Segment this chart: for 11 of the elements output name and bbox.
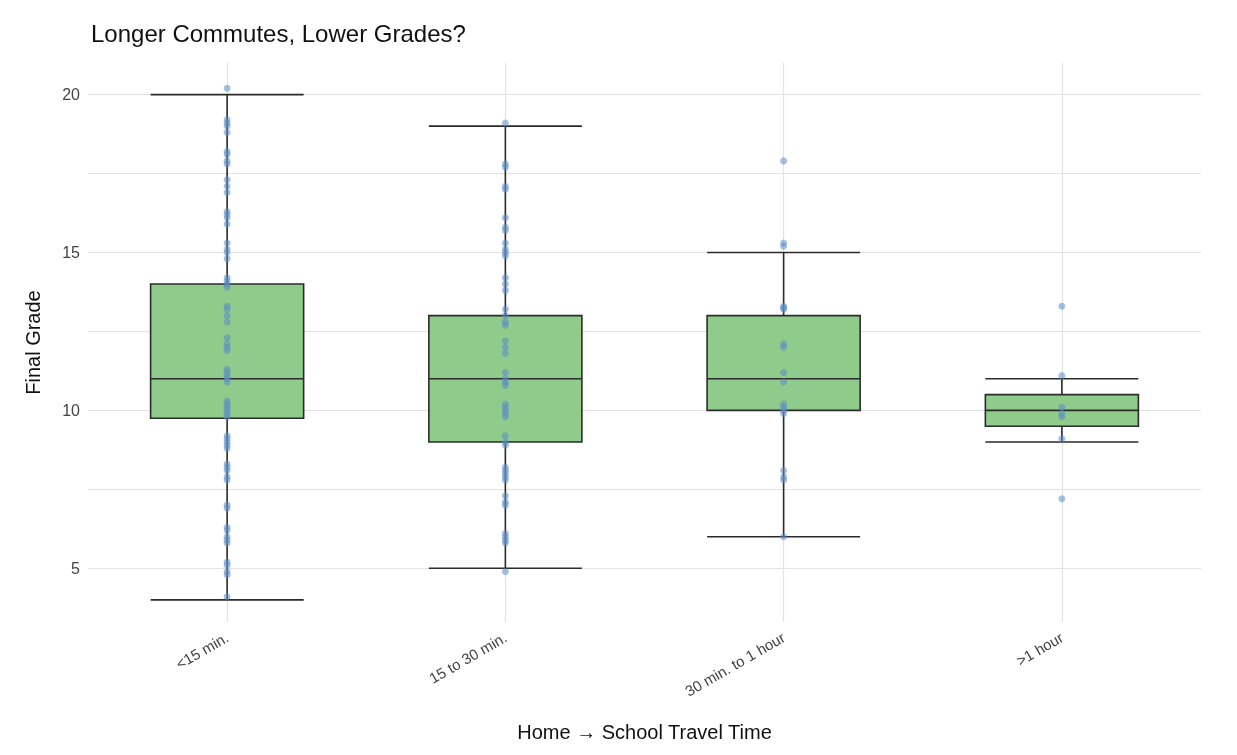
x-axis-title: Home → School Travel Time (517, 721, 772, 743)
y-tick-label: 15 (62, 243, 81, 261)
y-tick-label: 5 (71, 559, 81, 577)
y-axis-title: Final Grade (22, 290, 44, 395)
x-tick-label: 15 to 30 min. (426, 628, 510, 687)
chart-title: Longer Commutes, Lower Grades? (91, 19, 466, 47)
x-tick-label: 30 min. to 1 hour (681, 628, 788, 700)
x-tick-label: <15 min. (172, 628, 232, 673)
x-tick-label: >1 hour (1013, 628, 1067, 669)
y-tick-label: 20 (62, 86, 81, 104)
y-tick-label: 10 (62, 401, 81, 419)
